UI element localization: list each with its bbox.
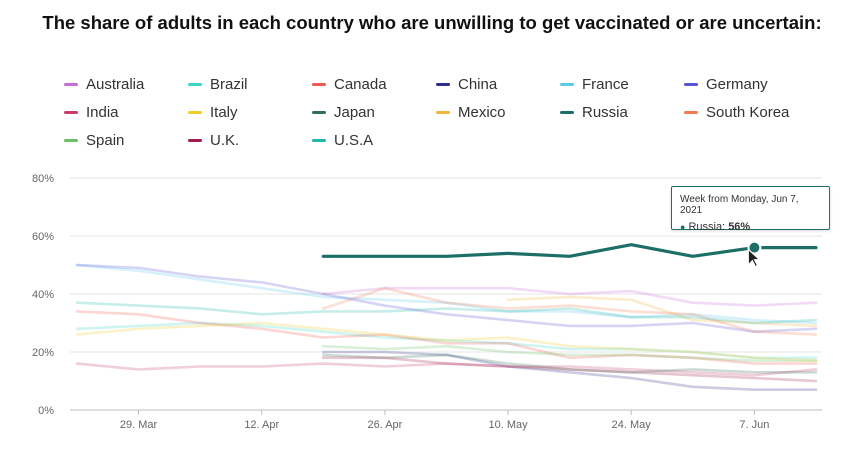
tooltip-series-label: Russia: — [688, 221, 726, 233]
x-tick-label: 10. May — [489, 419, 529, 431]
legend-label: U.S.A — [334, 132, 374, 149]
x-tick-label: 24. May — [612, 419, 652, 431]
legend-label: South Korea — [706, 104, 790, 121]
tooltip-header: Week from Monday, Jun 7, 2021 — [680, 194, 799, 216]
legend-item-u-k[interactable]: U.K. — [188, 132, 239, 149]
legend-item-mexico[interactable]: Mexico — [436, 104, 506, 121]
legend-item-australia[interactable]: Australia — [64, 76, 144, 93]
legend-swatch — [312, 83, 326, 86]
legend-label: Germany — [706, 76, 768, 93]
legend-label: Russia — [582, 104, 628, 121]
x-tick-label: 26. Apr — [367, 419, 402, 431]
y-tick-label: 20% — [32, 347, 54, 359]
legend-item-italy[interactable]: Italy — [188, 104, 238, 121]
legend-swatch — [64, 111, 78, 114]
legend-label: Australia — [86, 76, 145, 93]
legend-swatch — [312, 139, 326, 142]
x-tick-label: 12. Apr — [244, 419, 279, 431]
legend-swatch — [64, 139, 78, 142]
legend-item-india[interactable]: India — [64, 104, 119, 121]
series-line-brazil — [75, 321, 818, 360]
legend-swatch — [560, 111, 574, 114]
legend-item-japan[interactable]: Japan — [312, 104, 375, 121]
legend-label: U.K. — [210, 132, 240, 149]
legend-swatch — [188, 139, 202, 142]
cursor-icon — [747, 248, 761, 268]
x-tick-label: 29. Mar — [120, 419, 158, 431]
legend-label: France — [582, 76, 629, 93]
chart-title: The share of adults in each country who … — [42, 12, 822, 33]
series-line-italy — [75, 321, 818, 362]
series-line-india — [75, 362, 818, 377]
legend-item-canada[interactable]: Canada — [312, 76, 387, 93]
series-line-germany — [75, 263, 818, 333]
legend-label: India — [86, 104, 119, 121]
x-tick-label: 7. Jun — [739, 419, 769, 431]
y-tick-label: 0% — [38, 405, 54, 417]
series-line-mexico — [506, 295, 818, 328]
legend-swatch — [684, 111, 698, 114]
legend-swatch — [436, 111, 450, 114]
y-tick-label: 60% — [32, 231, 54, 243]
legend-item-south-korea[interactable]: South Korea — [684, 104, 789, 121]
y-tick-label: 80% — [32, 173, 54, 185]
legend-label: Italy — [210, 104, 238, 121]
legend-label: Japan — [334, 104, 375, 121]
series-line-canada — [75, 310, 818, 365]
legend-item-brazil[interactable]: Brazil — [188, 76, 248, 93]
series-line-china — [322, 350, 818, 391]
legend-item-u-s-a[interactable]: U.S.A — [312, 132, 373, 149]
legend-swatch — [64, 83, 78, 86]
legend-swatch — [188, 83, 202, 86]
legend-swatch — [560, 83, 574, 86]
series-line-france — [75, 263, 818, 325]
series-line-japan — [322, 353, 818, 374]
legend-swatch — [312, 111, 326, 114]
highlight-point — [747, 240, 762, 255]
tooltip: Week from Monday, Jun 7, 2021 ● Russia: 5… — [671, 186, 830, 233]
legend-item-spain[interactable]: Spain — [64, 132, 124, 149]
series-line-u-k — [322, 356, 818, 383]
legend-item-france[interactable]: France — [560, 76, 629, 93]
legend-label: Brazil — [210, 76, 248, 93]
legend-label: Canada — [334, 76, 387, 93]
tooltip-value: 56% — [728, 221, 751, 233]
tooltip-row: ● Russia: 56% — [680, 221, 821, 233]
legend-label: Spain — [86, 132, 125, 149]
line-chart: 0% 20% 40% 60% 80% 29. Mar 12. Apr 26. Apr 10. M… — [32, 173, 822, 431]
series-line-australia — [322, 286, 818, 307]
tooltip-dot-icon: ● — [680, 222, 686, 232]
series-line-u-s-a — [75, 301, 818, 325]
legend-swatch — [436, 83, 450, 86]
legend-label: Mexico — [458, 104, 506, 121]
series-line-south-korea — [322, 286, 818, 336]
legend-swatch — [684, 83, 698, 86]
legend-item-germany[interactable]: Germany — [684, 76, 768, 93]
legend-label: China — [458, 76, 498, 93]
legend-item-china[interactable]: China — [436, 76, 497, 93]
y-tick-label: 40% — [32, 289, 54, 301]
legend-item-russia[interactable]: Russia — [560, 104, 628, 121]
series-line-spain — [322, 344, 818, 362]
series-line-russia — [321, 243, 818, 258]
legend-swatch — [188, 111, 202, 114]
